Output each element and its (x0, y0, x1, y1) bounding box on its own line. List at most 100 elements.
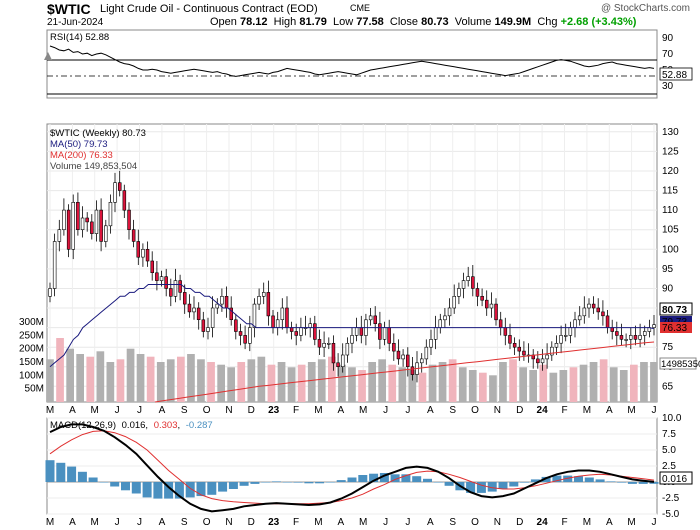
candle-body (503, 327, 508, 336)
month-tick-label: 23 (268, 517, 280, 528)
candle-body (169, 288, 173, 297)
candle-body (150, 260, 155, 273)
volume-axis: 300M 250M 200M 150M 100M 50M (19, 317, 44, 395)
macd-legend-sep2: , (177, 420, 180, 431)
macd-legend-signal: 0.303 (154, 420, 178, 431)
volume-bar (650, 362, 658, 402)
month-tick-label: A (69, 517, 76, 528)
candle-body (550, 346, 554, 356)
volume-bar (338, 364, 346, 402)
price-tick-label: 75 (662, 342, 674, 353)
month-tick-label: S (449, 517, 456, 528)
exchange-label: CME (350, 3, 370, 13)
candle-body (573, 319, 577, 328)
macd-hist-bar (627, 482, 637, 484)
month-tick-label: M (359, 405, 367, 416)
candle-body (540, 358, 545, 364)
macd-hist-bar (487, 482, 497, 492)
brand-watermark: @ StockCharts.com (600, 3, 690, 14)
month-tick-label: D (248, 517, 255, 528)
macd-hist-bar (131, 482, 141, 494)
candle-body (238, 331, 243, 336)
candle-body (424, 346, 429, 360)
rsi-tick-label: 70 (662, 49, 674, 60)
rsi-panel: RSI(14) 52.88 90705030 52.88 (44, 29, 693, 99)
candle-body (489, 303, 494, 309)
volume-bar (287, 367, 296, 402)
candle-body (248, 327, 252, 344)
month-tick-label: D (516, 405, 523, 416)
macd-hist-bar (379, 473, 389, 482)
macd-hist-bar (67, 466, 77, 482)
candle-body (183, 292, 187, 305)
candle-body (261, 292, 266, 297)
candle-body (345, 342, 350, 356)
month-tick-label: A (337, 517, 344, 528)
month-tick-label: A (159, 405, 166, 416)
volume-bar (136, 354, 145, 402)
price-tick-label: 105 (662, 225, 679, 236)
macd-tick-label: 5.0 (662, 445, 676, 456)
month-tick-label: M (314, 405, 322, 416)
rsi-axis: 90705030 (662, 33, 674, 92)
candle-body (57, 229, 62, 242)
volume-bar (388, 364, 397, 402)
candle-body (326, 342, 331, 345)
volume-bar (519, 367, 527, 402)
macd-hist-bar (207, 482, 217, 495)
macd-panel: MACD(12,26,9) 0.016, 0.303, -0.287 10.0 7… (45, 413, 693, 528)
candle-body (498, 319, 503, 328)
candle-body (512, 342, 517, 348)
volume-bar (197, 359, 205, 402)
candle-body (266, 292, 271, 317)
candle-body (275, 319, 280, 328)
candle-body (457, 288, 461, 297)
price-tick-label: 130 (662, 127, 679, 138)
candle-body (187, 303, 192, 313)
month-tick-label: D (516, 517, 523, 528)
macd-hist-bar (325, 482, 335, 483)
price-tick-label: 65 (662, 381, 674, 392)
volume-bar (559, 370, 568, 402)
macd-hist-bar (369, 473, 379, 482)
candle-body (517, 346, 521, 352)
month-tick-label: O (203, 405, 211, 416)
candle-body (159, 276, 164, 281)
month-tick-label: S (181, 405, 188, 416)
candle-body (475, 288, 480, 297)
macd-hist-bar (390, 474, 400, 482)
candle-body (234, 319, 238, 332)
volume-bar (408, 370, 417, 402)
volume-bar (297, 364, 306, 402)
macd-hist-bar (110, 482, 120, 487)
ohlc-summary: Open 78.12 High 81.79 Low 77.58 Close 80… (210, 16, 636, 28)
volume-bar (529, 370, 537, 402)
candle-body (443, 315, 447, 321)
month-tick-label: A (606, 517, 613, 528)
rsi-legend: RSI(14) 52.88 (50, 32, 109, 43)
ma200-badge (660, 322, 692, 333)
candle-body (461, 280, 466, 289)
macd-last-badge (659, 471, 693, 485)
rsi-frame (46, 29, 658, 99)
candle-body (192, 307, 196, 313)
high-label: High (273, 16, 297, 28)
macd-hist-bar (77, 471, 87, 482)
macd-hist-bar (282, 482, 292, 483)
chg-value: +2.68 (+3.43%) (560, 16, 637, 28)
volume-bar (106, 362, 115, 402)
candle-body (433, 327, 438, 340)
candle-body (224, 295, 229, 309)
candle-body (336, 362, 340, 367)
month-tick-label: N (225, 405, 232, 416)
price-axis: 13012512011511010510095908580757065 (662, 127, 679, 392)
volume-bar (328, 356, 336, 402)
candle-body (438, 319, 442, 328)
volume-badge (659, 357, 697, 370)
candle-body (350, 335, 354, 344)
ma50-legend: MA(50) 79.73 (50, 139, 108, 150)
macd-hist-bar (185, 482, 195, 498)
candle-body (610, 327, 614, 332)
month-tick-label: A (606, 405, 613, 416)
